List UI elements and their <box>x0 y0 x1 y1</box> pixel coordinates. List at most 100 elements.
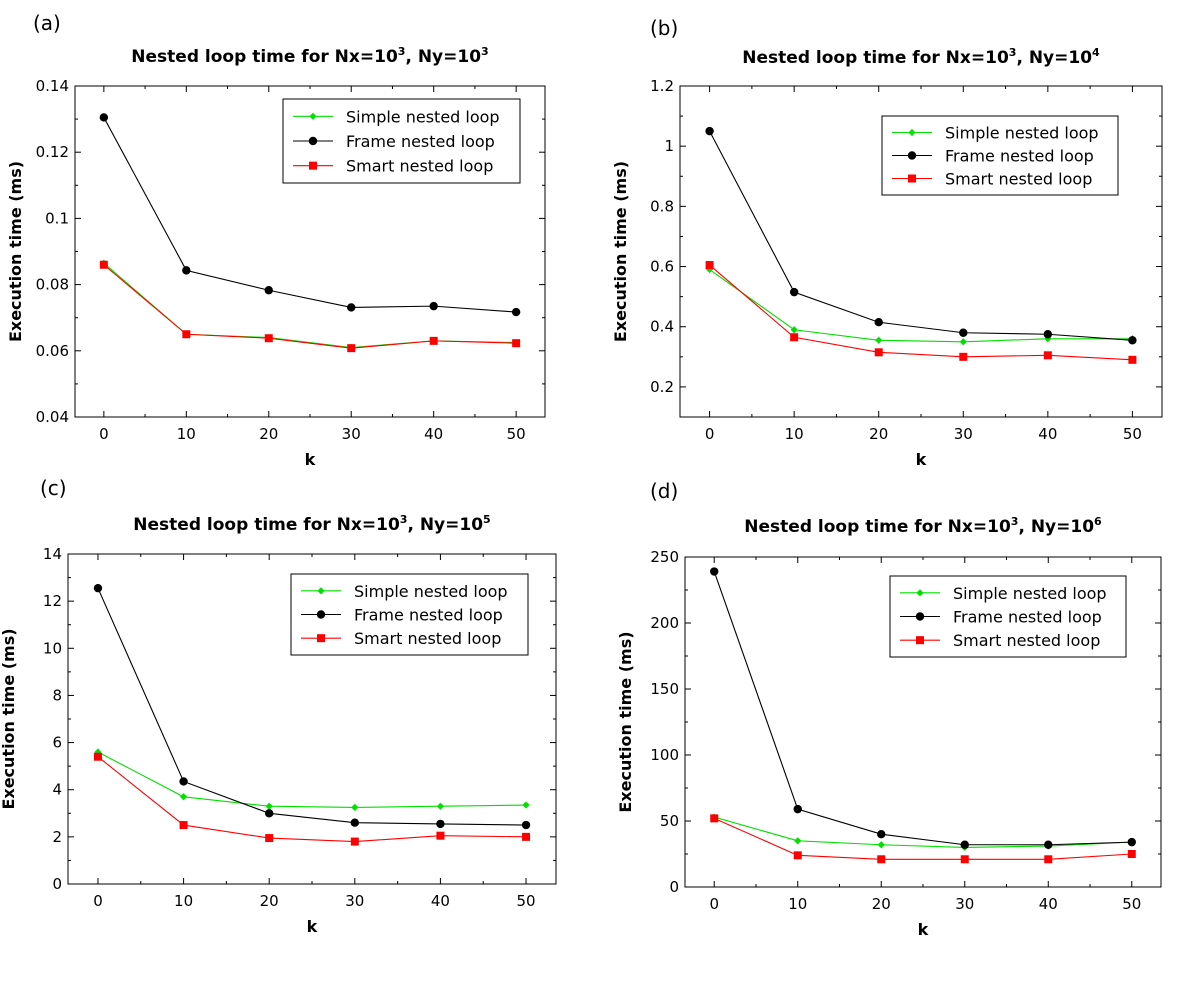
chart-c-series-smart-nested-loop-point <box>436 831 445 840</box>
chart-c-series-frame-nested-loop-point <box>350 818 360 827</box>
chart-b-xlabel: k <box>916 450 927 469</box>
chart-d-series-smart-nested-loop-point <box>877 855 886 864</box>
chart-c-series-smart-nested-loop-point <box>350 837 359 846</box>
chart-b-xtick-label: 50 <box>1123 425 1142 443</box>
chart-d-title-main: Nested loop time for Nx=10 <box>744 517 1011 537</box>
chart-c-legend-frame-nested-loop-marker <box>316 610 326 619</box>
chart-d-xtick-label: 0 <box>709 895 719 913</box>
chart-c-xlabel: k <box>307 917 318 936</box>
chart-c-series-frame-nested-loop-point <box>436 819 445 829</box>
chart-d-ytick-label: 50 <box>660 812 679 830</box>
chart-a-ytick-label: 0.12 <box>36 143 69 161</box>
chart-c-xtick-label: 50 <box>516 892 535 910</box>
chart-c-xtick-label: 10 <box>174 892 193 910</box>
chart-b-panel-label: (b) <box>650 16 678 40</box>
chart-d-series-frame-nested-loop-line <box>713 571 1132 846</box>
chart-d-xtick-label: 40 <box>1039 895 1058 913</box>
chart-a-ytick-label: 0.14 <box>36 77 69 95</box>
chart-d-title-sup-1: 3 <box>1011 515 1019 528</box>
chart-d: (d) Nested loop time for Nx=103, Ny=106 0 1… <box>616 479 1162 939</box>
chart-b-series-smart-nested-loop-point <box>959 352 968 361</box>
chart-d-ytick-label: 100 <box>650 746 679 764</box>
chart-a-xtick-label: 10 <box>177 425 196 443</box>
chart-d-series-frame-nested-loop-point <box>877 830 886 839</box>
chart-d-title-sup-2: 6 <box>1094 515 1102 528</box>
chart-d-panel-label: (d) <box>650 479 678 503</box>
chart-a-legend-frame-nested-loop-marker <box>308 136 318 146</box>
chart-a-title: Nested loop time for Nx=103, Ny=103 <box>131 45 488 67</box>
chart-c-panel-label: (c) <box>40 476 67 500</box>
chart-b-series-frame-nested-loop-point <box>705 126 714 136</box>
chart-c-series-simple-nested-loop-point <box>265 802 273 810</box>
chart-b-title-main: Nested loop time for Nx=10 <box>742 48 1009 68</box>
chart-d-series-smart-nested-loop-point <box>960 855 969 864</box>
chart-d-xtick-label: 10 <box>788 895 807 913</box>
chart-d-ylabel: Execution time (ms) <box>616 631 635 812</box>
chart-c-xtick-label: 0 <box>93 892 103 910</box>
chart-a-series-frame-nested-loop-point <box>182 266 191 275</box>
chart-a-legend-smart-nested-loop-marker <box>309 161 317 170</box>
chart-d-series-smart-nested-loop-point <box>1127 850 1136 858</box>
chart-c-xtick-label: 30 <box>345 892 364 910</box>
chart-a-xtick-label: 0 <box>99 425 109 443</box>
chart-c-ytick-label: 4 <box>52 781 62 799</box>
chart-a-series-frame-nested-loop-point <box>347 303 356 312</box>
chart-d-series-frame-nested-loop-point <box>710 567 719 576</box>
chart-c-ytick-label: 12 <box>43 592 62 610</box>
chart-c-title-mid: , Ny=10 <box>407 515 483 535</box>
chart-d-legend-frame-nested-loop-marker <box>915 612 925 621</box>
chart-d-series-smart-nested-loop-point <box>793 851 802 860</box>
chart-d-ytick-label: 150 <box>650 680 679 698</box>
chart-d-series-frame-nested-loop-point <box>1044 840 1053 849</box>
chart-a-xtick-label: 40 <box>424 425 443 443</box>
chart-b-series-frame-nested-loop-point <box>959 328 968 337</box>
chart-b-xtick-label: 30 <box>954 425 973 443</box>
chart-d-xtick-label: 30 <box>955 895 974 913</box>
chart-b-ylabel: Execution time (ms) <box>611 161 630 342</box>
chart-a-series-smart-nested-loop-point <box>347 344 356 353</box>
chart-b-series-simple-nested-loop-line <box>709 269 1133 343</box>
chart-c-xtick-label: 40 <box>431 892 450 910</box>
chart-b-xtick-label: 20 <box>869 425 888 443</box>
chart-b-series-simple-nested-loop-point <box>790 326 798 334</box>
chart-a-ytick-label: 0.04 <box>36 408 69 426</box>
chart-b-series-smart-nested-loop-line <box>709 264 1133 361</box>
chart-b-legend-frame-nested-loop-label: Frame nested loop <box>945 147 1094 166</box>
chart-b-legend-smart-nested-loop-label: Smart nested loop <box>945 170 1092 189</box>
chart-a-title-main: Nested loop time for Nx=10 <box>131 47 398 67</box>
chart-c-series-smart-nested-loop-line <box>97 756 527 843</box>
chart-b-ytick-label: 1.2 <box>650 77 674 95</box>
chart-a-series-smart-nested-loop-point <box>512 339 521 348</box>
chart-a-legend-smart-nested-loop-label: Smart nested loop <box>346 157 493 176</box>
chart-d-legend-smart-nested-loop-marker <box>916 636 924 645</box>
chart-d-series-smart-nested-loop-point <box>1044 855 1053 864</box>
chart-d-series-simple-nested-loop-line <box>714 816 1132 848</box>
chart-d-legend-smart-nested-loop-label: Smart nested loop <box>953 631 1100 650</box>
chart-c-series-frame-nested-loop-point <box>521 820 531 830</box>
chart-c-ytick-label: 8 <box>52 686 62 704</box>
chart-d-series-frame-nested-loop-point <box>1127 837 1136 847</box>
chart-b-series-frame-nested-loop-point <box>874 318 883 327</box>
chart-b-title: Nested loop time for Nx=103, Ny=104 <box>742 46 1100 68</box>
chart-d-title: Nested loop time for Nx=103, Ny=106 <box>744 515 1102 537</box>
chart-a-title-sup-2: 3 <box>481 45 489 58</box>
chart-c-series-smart-nested-loop-point <box>265 834 274 843</box>
chart-a-legend-simple-nested-loop-marker <box>309 112 317 120</box>
chart-d-xlabel: k <box>918 920 929 939</box>
chart-b-series-smart-nested-loop-point <box>874 348 883 357</box>
chart-d-series-simple-nested-loop-point <box>877 841 885 849</box>
chart-b-series-simple-nested-loop-point <box>959 338 967 346</box>
chart-a-series-smart-nested-loop-point <box>429 336 438 345</box>
chart-d-xtick-label: 50 <box>1122 895 1141 913</box>
chart-c-legend-frame-nested-loop-label: Frame nested loop <box>354 606 503 625</box>
chart-b-series-frame-nested-loop-point <box>789 287 799 297</box>
chart-a-ytick-label: 0.06 <box>36 342 69 360</box>
chart-d-series-frame-nested-loop-point <box>960 840 969 849</box>
chart-c-legend-simple-nested-loop-label: Simple nested loop <box>354 582 508 601</box>
chart-a-series-smart-nested-loop-point <box>264 334 273 343</box>
chart-c-series-simple-nested-loop-point <box>436 802 445 810</box>
chart-d-legend-simple-nested-loop-marker <box>916 589 924 597</box>
chart-c-ytick-label: 14 <box>43 545 62 563</box>
chart-b-ytick-label: 0.4 <box>650 318 674 336</box>
